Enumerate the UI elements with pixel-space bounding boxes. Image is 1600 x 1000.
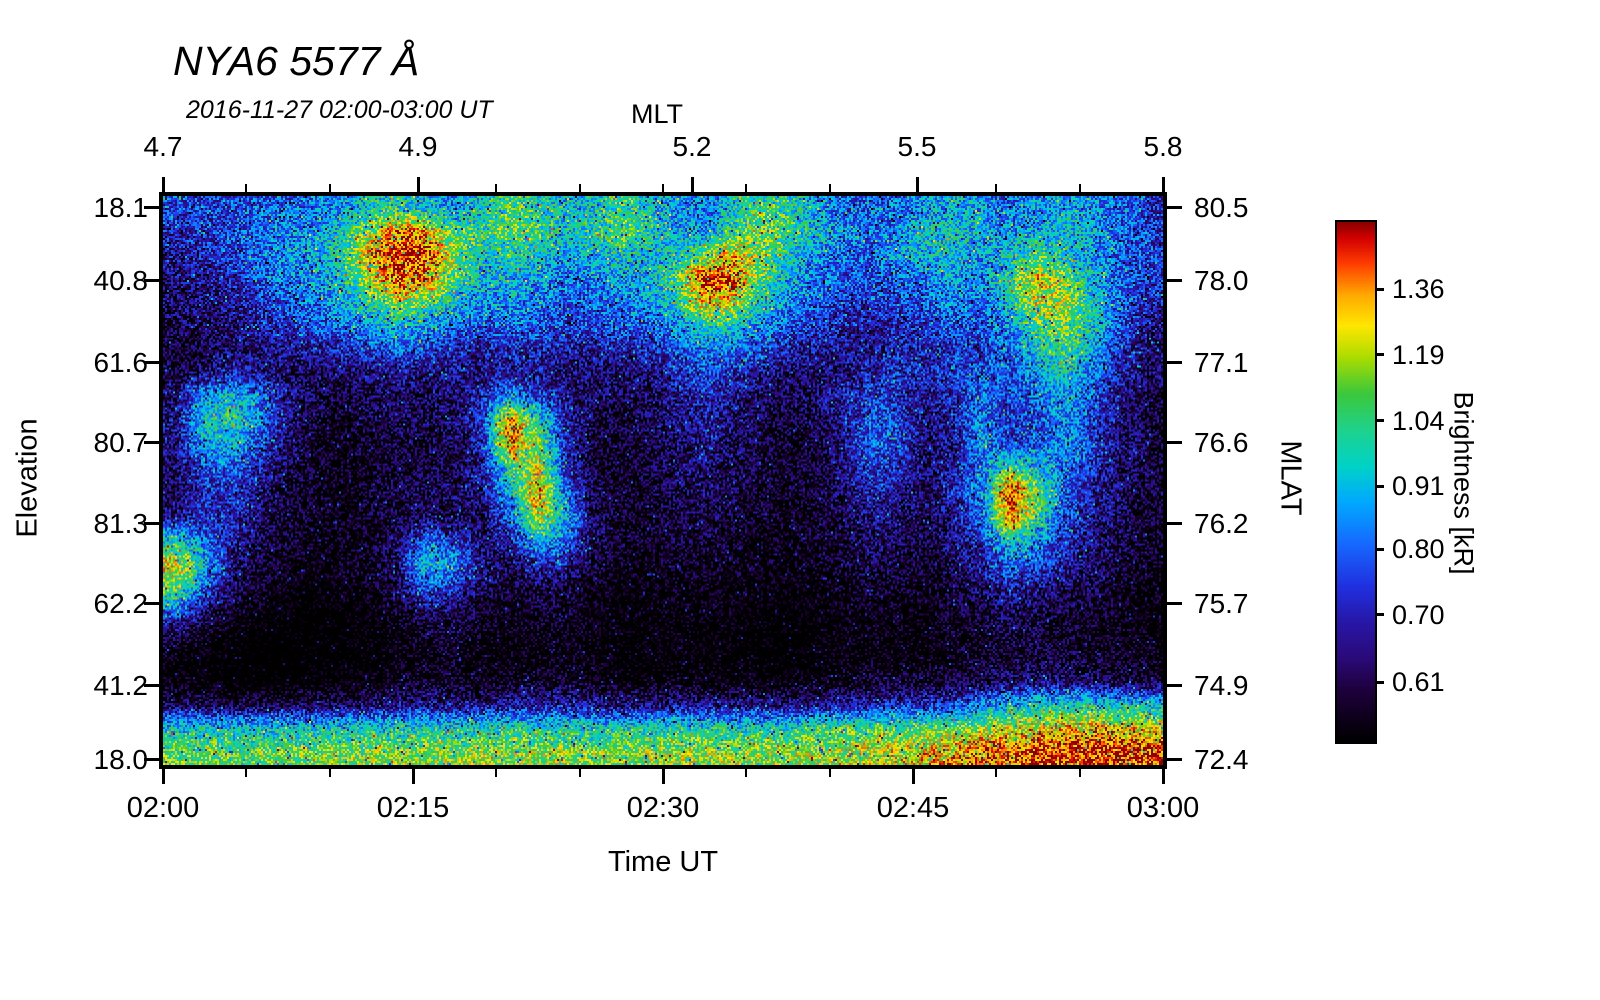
top-minor-tick bbox=[328, 184, 331, 192]
bottom-minor-tick bbox=[328, 769, 331, 777]
colorbar-tick-label: 1.36 bbox=[1392, 274, 1445, 305]
right-tick bbox=[1167, 361, 1182, 365]
top-minor-tick bbox=[995, 184, 998, 192]
colorbar-tick-label: 0.91 bbox=[1392, 471, 1445, 502]
left-tick-label: 62.2 bbox=[93, 587, 149, 619]
right-tick bbox=[1167, 522, 1182, 526]
colorbar-title: Brightness [kR] bbox=[1448, 391, 1479, 575]
left-tick bbox=[144, 758, 159, 762]
right-tick-label: 77.1 bbox=[1194, 346, 1249, 378]
right-tick-label: 74.9 bbox=[1194, 669, 1249, 701]
top-tick-label: 4.9 bbox=[398, 131, 438, 162]
top-tick bbox=[915, 177, 919, 192]
right-axis-title: MLAT bbox=[1274, 440, 1307, 516]
top-minor-tick bbox=[1078, 184, 1081, 192]
bottom-tick-label: 03:00 bbox=[1126, 792, 1200, 824]
top-tick-label: 5.8 bbox=[1143, 131, 1183, 162]
right-tick bbox=[1167, 758, 1182, 762]
bottom-minor-tick bbox=[495, 769, 498, 777]
left-tick bbox=[144, 206, 159, 210]
right-tick bbox=[1167, 206, 1182, 210]
right-tick-label: 80.5 bbox=[1194, 191, 1249, 223]
right-tick-label: 72.4 bbox=[1194, 743, 1249, 775]
top-tick-label: 4.7 bbox=[143, 131, 183, 162]
bottom-tick bbox=[161, 769, 165, 784]
left-tick-label: 41.2 bbox=[93, 669, 149, 701]
top-axis-title: MLT bbox=[631, 99, 683, 129]
colorbar-tick bbox=[1375, 353, 1384, 357]
colorbar-tick-label: 0.70 bbox=[1392, 599, 1445, 630]
top-tick bbox=[416, 177, 420, 192]
right-tick-label: 76.6 bbox=[1194, 426, 1249, 458]
top-tick bbox=[1161, 177, 1165, 192]
colorbar-tick bbox=[1375, 419, 1384, 423]
heatmap-canvas bbox=[163, 196, 1163, 765]
colorbar-tick bbox=[1375, 680, 1384, 684]
colorbar-tick bbox=[1375, 547, 1384, 551]
top-tick bbox=[690, 177, 694, 192]
top-minor-tick bbox=[578, 184, 581, 192]
left-tick bbox=[144, 279, 159, 283]
bottom-minor-tick bbox=[828, 769, 831, 777]
right-tick bbox=[1167, 279, 1182, 283]
left-tick-label: 18.1 bbox=[93, 191, 149, 223]
bottom-tick bbox=[1161, 769, 1165, 784]
right-tick bbox=[1167, 441, 1182, 445]
top-minor-tick bbox=[662, 184, 664, 192]
colorbar-tick bbox=[1375, 287, 1384, 291]
top-tick bbox=[161, 177, 165, 192]
bottom-minor-tick bbox=[745, 769, 748, 777]
bottom-tick bbox=[661, 769, 665, 784]
colorbar bbox=[1335, 220, 1377, 744]
right-tick bbox=[1167, 684, 1182, 688]
colorbar-canvas bbox=[1337, 222, 1375, 742]
bottom-tick-label: 02:15 bbox=[376, 792, 450, 824]
left-tick bbox=[144, 441, 159, 445]
colorbar-tick-label: 1.04 bbox=[1392, 405, 1445, 436]
right-tick-label: 75.7 bbox=[1194, 587, 1249, 619]
left-tick-label: 40.8 bbox=[93, 264, 149, 296]
bottom-tick-label: 02:45 bbox=[876, 792, 950, 824]
right-tick bbox=[1167, 602, 1182, 606]
colorbar-tick bbox=[1375, 613, 1384, 617]
chart-subtitle: 2016-11-27 02:00-03:00 UT bbox=[186, 96, 493, 124]
colorbar-tick-label: 1.19 bbox=[1392, 339, 1445, 370]
colorbar-tick-label: 0.80 bbox=[1392, 534, 1445, 565]
bottom-tick bbox=[911, 769, 915, 784]
left-tick bbox=[144, 361, 159, 365]
bottom-tick bbox=[411, 769, 415, 784]
top-tick-label: 5.5 bbox=[897, 131, 937, 162]
top-minor-tick bbox=[245, 184, 248, 192]
bottom-minor-tick bbox=[1078, 769, 1081, 777]
bottom-minor-tick bbox=[995, 769, 998, 777]
top-minor-tick bbox=[828, 184, 831, 192]
left-tick-label: 61.6 bbox=[93, 346, 149, 378]
left-axis-title: Elevation bbox=[11, 418, 44, 538]
right-tick-label: 78.0 bbox=[1194, 264, 1249, 296]
bottom-minor-tick bbox=[245, 769, 248, 777]
left-tick bbox=[144, 684, 159, 688]
top-minor-tick bbox=[495, 184, 498, 192]
chart-title: NYA6 5577 Å bbox=[173, 38, 420, 84]
colorbar-tick bbox=[1375, 484, 1384, 488]
bottom-minor-tick bbox=[578, 769, 581, 777]
bottom-axis-title: Time UT bbox=[607, 846, 719, 878]
left-tick bbox=[144, 602, 159, 606]
right-tick-label: 76.2 bbox=[1194, 507, 1249, 539]
top-minor-tick bbox=[745, 184, 748, 192]
top-tick-label: 5.2 bbox=[672, 131, 712, 162]
bottom-tick-label: 02:00 bbox=[126, 792, 200, 824]
left-tick-label: 80.7 bbox=[93, 426, 149, 458]
heatmap-plot-frame bbox=[159, 192, 1167, 769]
left-tick-label: 81.3 bbox=[93, 507, 149, 539]
colorbar-tick-label: 0.61 bbox=[1392, 667, 1445, 698]
left-tick bbox=[144, 522, 159, 526]
bottom-tick-label: 02:30 bbox=[626, 792, 700, 824]
left-tick-label: 18.0 bbox=[93, 743, 149, 775]
